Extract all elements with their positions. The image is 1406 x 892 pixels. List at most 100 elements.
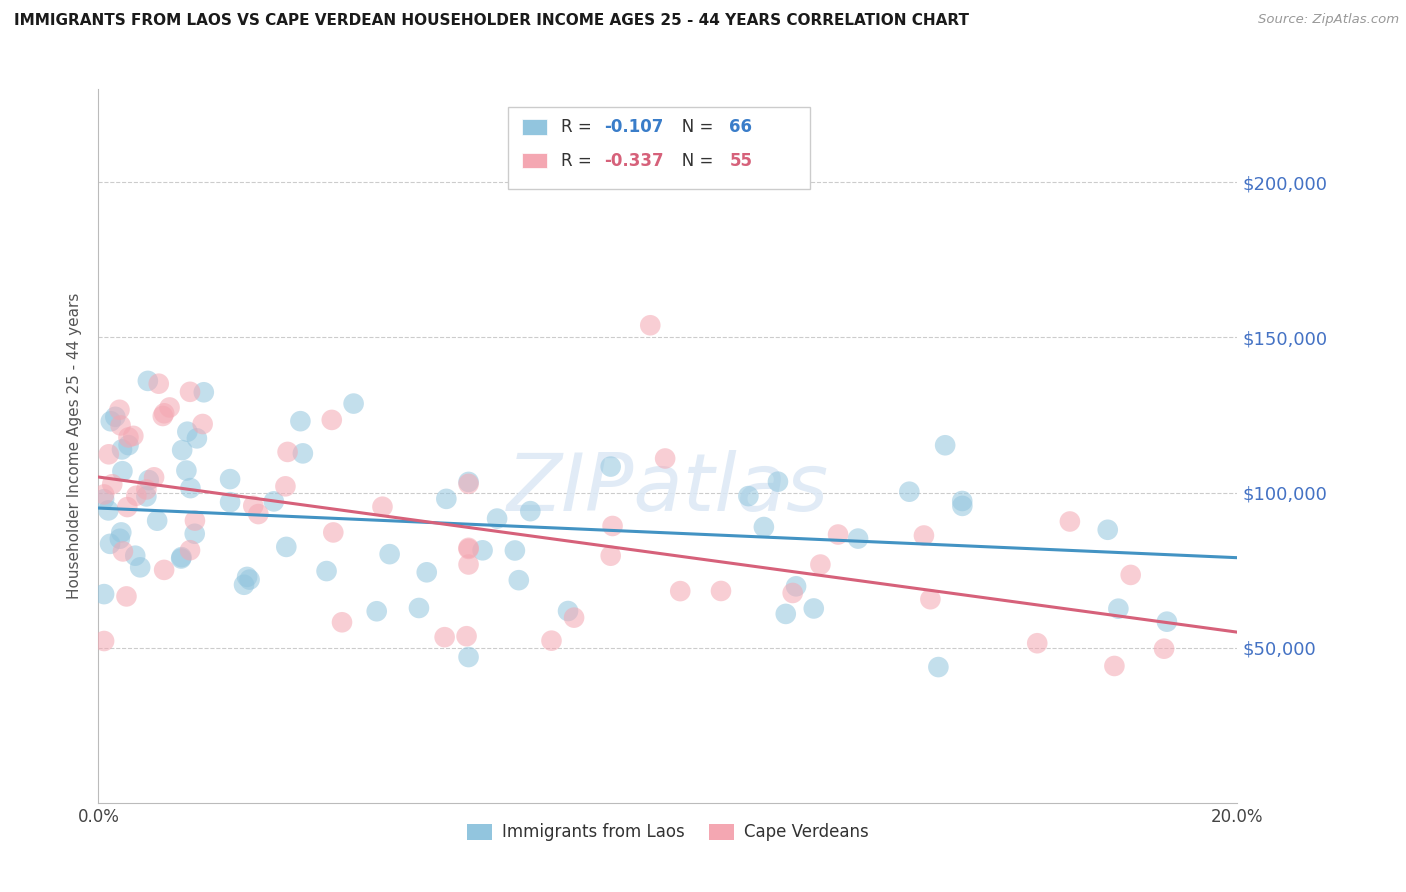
Point bbox=[315, 564, 337, 578]
Text: 66: 66 bbox=[730, 118, 752, 136]
Point bbox=[277, 445, 299, 459]
Point bbox=[124, 549, 146, 563]
Point bbox=[219, 472, 242, 486]
Point bbox=[927, 660, 949, 674]
Y-axis label: Householder Income Ages 25 - 44 years: Householder Income Ages 25 - 44 years bbox=[67, 293, 83, 599]
Point bbox=[101, 477, 124, 491]
Point bbox=[111, 442, 134, 457]
Point bbox=[950, 494, 973, 508]
Point bbox=[247, 507, 270, 521]
Point bbox=[519, 504, 541, 518]
Point bbox=[934, 438, 956, 452]
Text: -0.337: -0.337 bbox=[605, 152, 664, 169]
Point bbox=[193, 385, 215, 400]
Point bbox=[457, 541, 479, 555]
Text: N =: N = bbox=[665, 118, 718, 136]
FancyBboxPatch shape bbox=[509, 107, 810, 189]
Point bbox=[775, 607, 797, 621]
Point bbox=[434, 491, 457, 506]
Point bbox=[486, 511, 509, 525]
Point bbox=[117, 438, 139, 452]
Point bbox=[172, 443, 194, 458]
Point bbox=[599, 459, 621, 474]
Point bbox=[276, 540, 298, 554]
Point bbox=[322, 525, 344, 540]
Text: IMMIGRANTS FROM LAOS VS CAPE VERDEAN HOUSEHOLDER INCOME AGES 25 - 44 YEARS CORRE: IMMIGRANTS FROM LAOS VS CAPE VERDEAN HOU… bbox=[14, 13, 969, 29]
Point bbox=[416, 566, 439, 580]
Point bbox=[562, 610, 585, 624]
Point bbox=[110, 525, 132, 540]
Point bbox=[263, 494, 285, 508]
Point bbox=[135, 483, 157, 497]
Point bbox=[540, 633, 562, 648]
Point bbox=[242, 499, 264, 513]
Point bbox=[290, 414, 312, 428]
Point bbox=[503, 543, 526, 558]
Point bbox=[176, 464, 198, 478]
Point bbox=[366, 604, 388, 618]
Point bbox=[752, 520, 775, 534]
Point bbox=[654, 451, 676, 466]
Point bbox=[179, 543, 201, 558]
Point bbox=[599, 549, 621, 563]
Point bbox=[219, 495, 242, 509]
Text: 55: 55 bbox=[730, 152, 752, 169]
Point bbox=[321, 413, 343, 427]
Point bbox=[153, 563, 176, 577]
Point bbox=[342, 396, 364, 410]
Point bbox=[125, 489, 148, 503]
Point bbox=[191, 417, 214, 431]
Point bbox=[97, 503, 120, 517]
Point bbox=[669, 584, 692, 599]
Point bbox=[129, 560, 152, 574]
Point bbox=[1026, 636, 1049, 650]
Point bbox=[183, 526, 205, 541]
Point bbox=[457, 650, 479, 665]
Point bbox=[184, 514, 207, 528]
Point bbox=[846, 532, 869, 546]
Point bbox=[785, 579, 807, 593]
Point bbox=[710, 584, 733, 599]
Point bbox=[159, 401, 181, 415]
Point bbox=[508, 573, 530, 587]
Point bbox=[97, 447, 120, 461]
Point bbox=[143, 470, 166, 484]
Point bbox=[920, 592, 942, 607]
Text: -0.107: -0.107 bbox=[605, 118, 664, 136]
Point bbox=[1097, 523, 1119, 537]
Point bbox=[152, 409, 174, 423]
Point bbox=[471, 543, 494, 558]
Point bbox=[1059, 515, 1081, 529]
Point bbox=[602, 519, 624, 533]
Point bbox=[1156, 615, 1178, 629]
Point bbox=[179, 481, 201, 495]
Point bbox=[274, 479, 297, 493]
Point bbox=[233, 578, 256, 592]
Point bbox=[912, 528, 935, 542]
Point bbox=[408, 601, 430, 615]
Point bbox=[808, 558, 831, 572]
Point bbox=[898, 484, 921, 499]
Point bbox=[803, 601, 825, 615]
Point bbox=[1153, 641, 1175, 656]
Point bbox=[108, 402, 131, 417]
Point bbox=[737, 489, 759, 503]
Point bbox=[111, 464, 134, 478]
Point bbox=[371, 500, 394, 514]
Text: Source: ZipAtlas.com: Source: ZipAtlas.com bbox=[1258, 13, 1399, 27]
Point bbox=[93, 487, 115, 501]
Point bbox=[136, 374, 159, 388]
Point bbox=[117, 500, 139, 514]
Point bbox=[93, 492, 115, 507]
Point bbox=[1119, 568, 1142, 582]
Point bbox=[108, 532, 131, 546]
Text: ZIPatlas: ZIPatlas bbox=[506, 450, 830, 528]
Point bbox=[456, 629, 478, 643]
Point bbox=[236, 570, 259, 584]
Point bbox=[827, 527, 849, 541]
Point bbox=[170, 551, 193, 566]
Point bbox=[176, 425, 198, 439]
Point bbox=[433, 630, 456, 644]
Point bbox=[1107, 601, 1129, 615]
Point bbox=[950, 499, 973, 513]
